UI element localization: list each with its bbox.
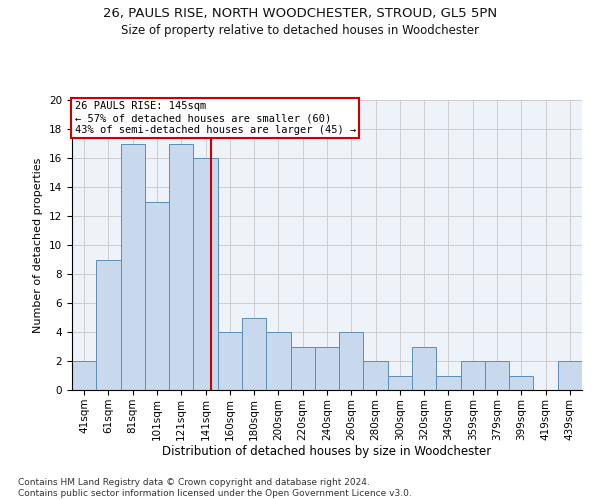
Text: Size of property relative to detached houses in Woodchester: Size of property relative to detached ho… — [121, 24, 479, 37]
Text: Contains HM Land Registry data © Crown copyright and database right 2024.
Contai: Contains HM Land Registry data © Crown c… — [18, 478, 412, 498]
Bar — [364, 361, 388, 390]
Bar — [121, 144, 145, 390]
Bar — [436, 376, 461, 390]
Bar — [218, 332, 242, 390]
Bar — [242, 318, 266, 390]
Bar — [558, 361, 582, 390]
Bar — [169, 144, 193, 390]
Y-axis label: Number of detached properties: Number of detached properties — [34, 158, 43, 332]
Bar — [145, 202, 169, 390]
Text: 26 PAULS RISE: 145sqm
← 57% of detached houses are smaller (60)
43% of semi-deta: 26 PAULS RISE: 145sqm ← 57% of detached … — [74, 102, 356, 134]
Bar — [72, 361, 96, 390]
Bar — [290, 346, 315, 390]
Bar — [388, 376, 412, 390]
Text: 26, PAULS RISE, NORTH WOODCHESTER, STROUD, GL5 5PN: 26, PAULS RISE, NORTH WOODCHESTER, STROU… — [103, 8, 497, 20]
Bar — [412, 346, 436, 390]
Bar — [193, 158, 218, 390]
Bar — [509, 376, 533, 390]
Bar — [339, 332, 364, 390]
Bar — [315, 346, 339, 390]
Bar — [461, 361, 485, 390]
Bar — [266, 332, 290, 390]
Bar — [485, 361, 509, 390]
X-axis label: Distribution of detached houses by size in Woodchester: Distribution of detached houses by size … — [163, 446, 491, 458]
Bar — [96, 260, 121, 390]
